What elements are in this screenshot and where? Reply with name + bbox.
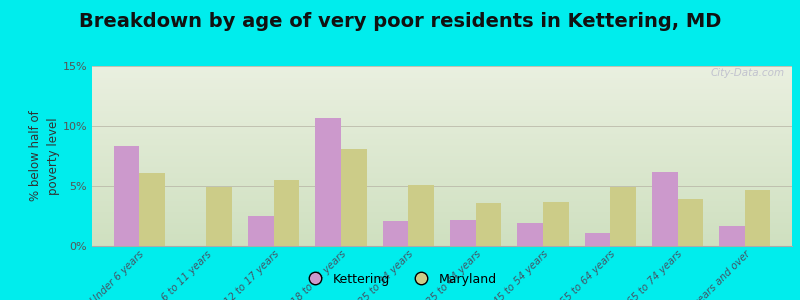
Bar: [450, 220, 476, 246]
Bar: [518, 223, 543, 246]
Bar: [610, 187, 636, 246]
Bar: [678, 199, 703, 246]
Y-axis label: % below half of
poverty level: % below half of poverty level: [29, 111, 60, 201]
Bar: [274, 180, 299, 246]
Text: Breakdown by age of very poor residents in Kettering, MD: Breakdown by age of very poor residents …: [79, 12, 721, 31]
Bar: [719, 226, 745, 246]
Bar: [341, 149, 366, 246]
Text: City-Data.com: City-Data.com: [711, 68, 785, 78]
Bar: [408, 185, 434, 246]
Bar: [139, 173, 165, 246]
Legend: Kettering, Maryland: Kettering, Maryland: [298, 268, 502, 291]
Bar: [652, 172, 678, 246]
Bar: [315, 118, 341, 246]
Bar: [114, 146, 139, 246]
Bar: [206, 187, 232, 246]
Bar: [585, 233, 610, 246]
Bar: [476, 203, 502, 246]
Bar: [745, 190, 770, 246]
Bar: [382, 221, 408, 246]
Bar: [248, 216, 274, 246]
Bar: [543, 202, 569, 246]
